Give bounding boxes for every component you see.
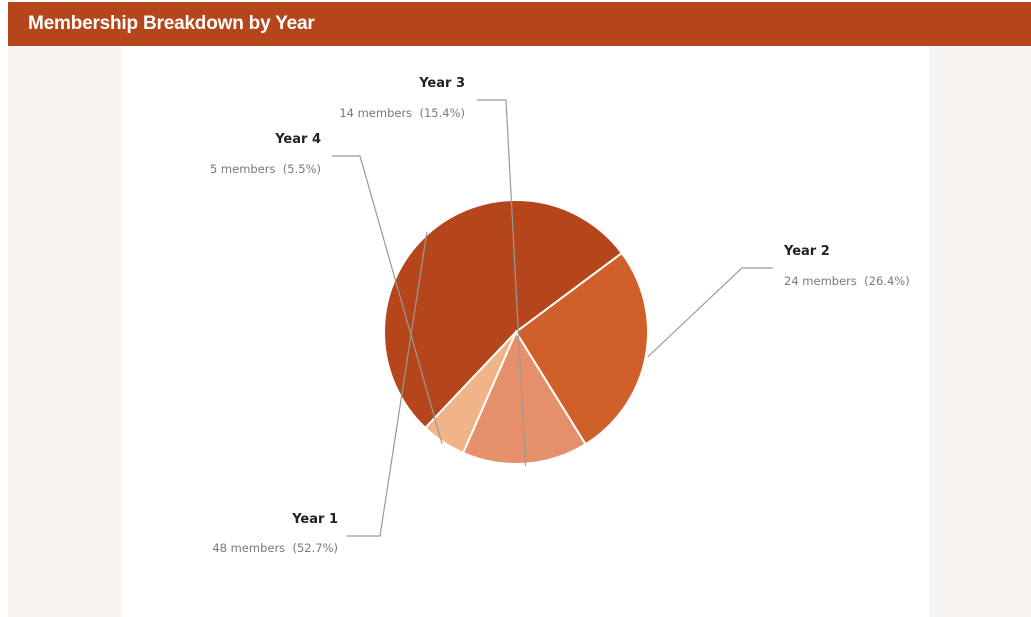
leader-line-year-4	[332, 155, 443, 444]
slice-detail-year-4: 5 members (5.5%)	[210, 162, 321, 176]
slice-detail-year-3: 14 members (15.4%)	[339, 106, 465, 120]
slice-label-year-1: Year 1	[291, 512, 338, 527]
leader-line-year-2	[647, 267, 773, 358]
slice-detail-year-1: 48 members (52.7%)	[212, 541, 338, 555]
pie-slice-year-1	[383, 199, 624, 430]
slice-label-year-2: Year 2	[783, 244, 830, 259]
chart-area: Year 1 48 members (52.7%) Year 2 24 members…	[122, 46, 929, 617]
slice-label-year-3: Year 3	[418, 76, 465, 91]
page-title: Membership Breakdown by Year	[28, 13, 315, 34]
pie-slice-year-2	[514, 251, 649, 446]
header-bar: Membership Breakdown by Year	[8, 2, 1031, 46]
pie-slice-year-4	[423, 331, 517, 455]
leader-line-year-3	[477, 99, 527, 466]
slice-detail-year-2: 24 members (26.4%)	[784, 274, 910, 288]
leader-line-year-1	[347, 231, 428, 537]
pie-chart: Year 1 48 members (52.7%) Year 2 24 members…	[210, 76, 910, 555]
slice-label-year-4: Year 4	[274, 132, 321, 147]
